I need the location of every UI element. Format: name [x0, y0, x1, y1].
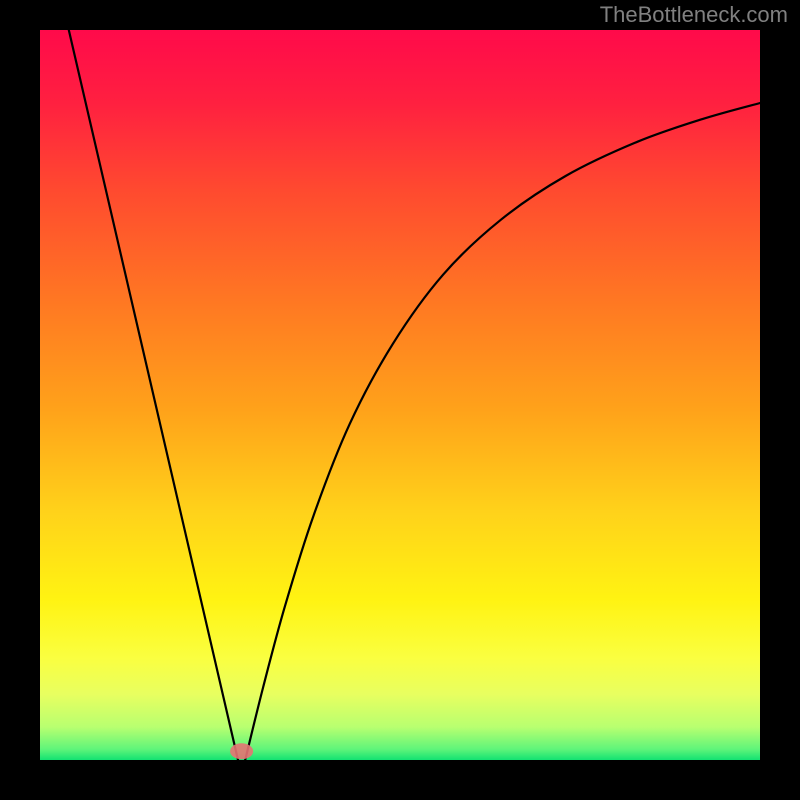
gradient-background — [40, 30, 760, 760]
watermark-text: TheBottleneck.com — [600, 2, 788, 28]
valley-marker — [230, 743, 253, 759]
chart-container: TheBottleneck.com — [0, 0, 800, 800]
plot-svg — [40, 30, 760, 760]
plot-area — [40, 30, 760, 760]
